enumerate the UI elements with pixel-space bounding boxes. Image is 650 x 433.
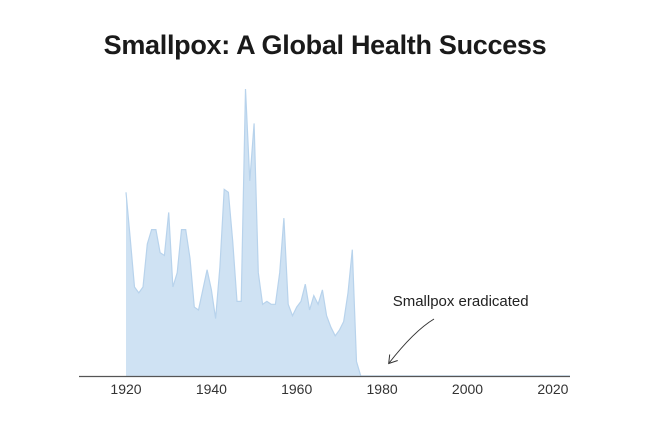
- x-tick-label-1960: 1960: [281, 381, 312, 397]
- series-area-0: [126, 89, 570, 376]
- annotation-layer: Smallpox eradicated: [388, 293, 529, 365]
- x-tick-label-2000: 2000: [452, 381, 483, 397]
- x-tick-label-1940: 1940: [196, 381, 227, 397]
- annotation-arrowhead: [388, 354, 398, 365]
- x-tick-label-2020: 2020: [537, 381, 568, 397]
- area-layer: [125, 88, 570, 377]
- chart-title: Smallpox: A Global Health Success: [103, 30, 547, 60]
- annotation-label: Smallpox eradicated: [393, 293, 529, 310]
- annotation-arrow: [388, 318, 435, 364]
- x-tick-label-1920: 1920: [110, 381, 141, 397]
- x-tick-label-1980: 1980: [367, 381, 398, 397]
- x-tick-labels: 1920 1940 1960 1980 2000 2020: [110, 381, 568, 397]
